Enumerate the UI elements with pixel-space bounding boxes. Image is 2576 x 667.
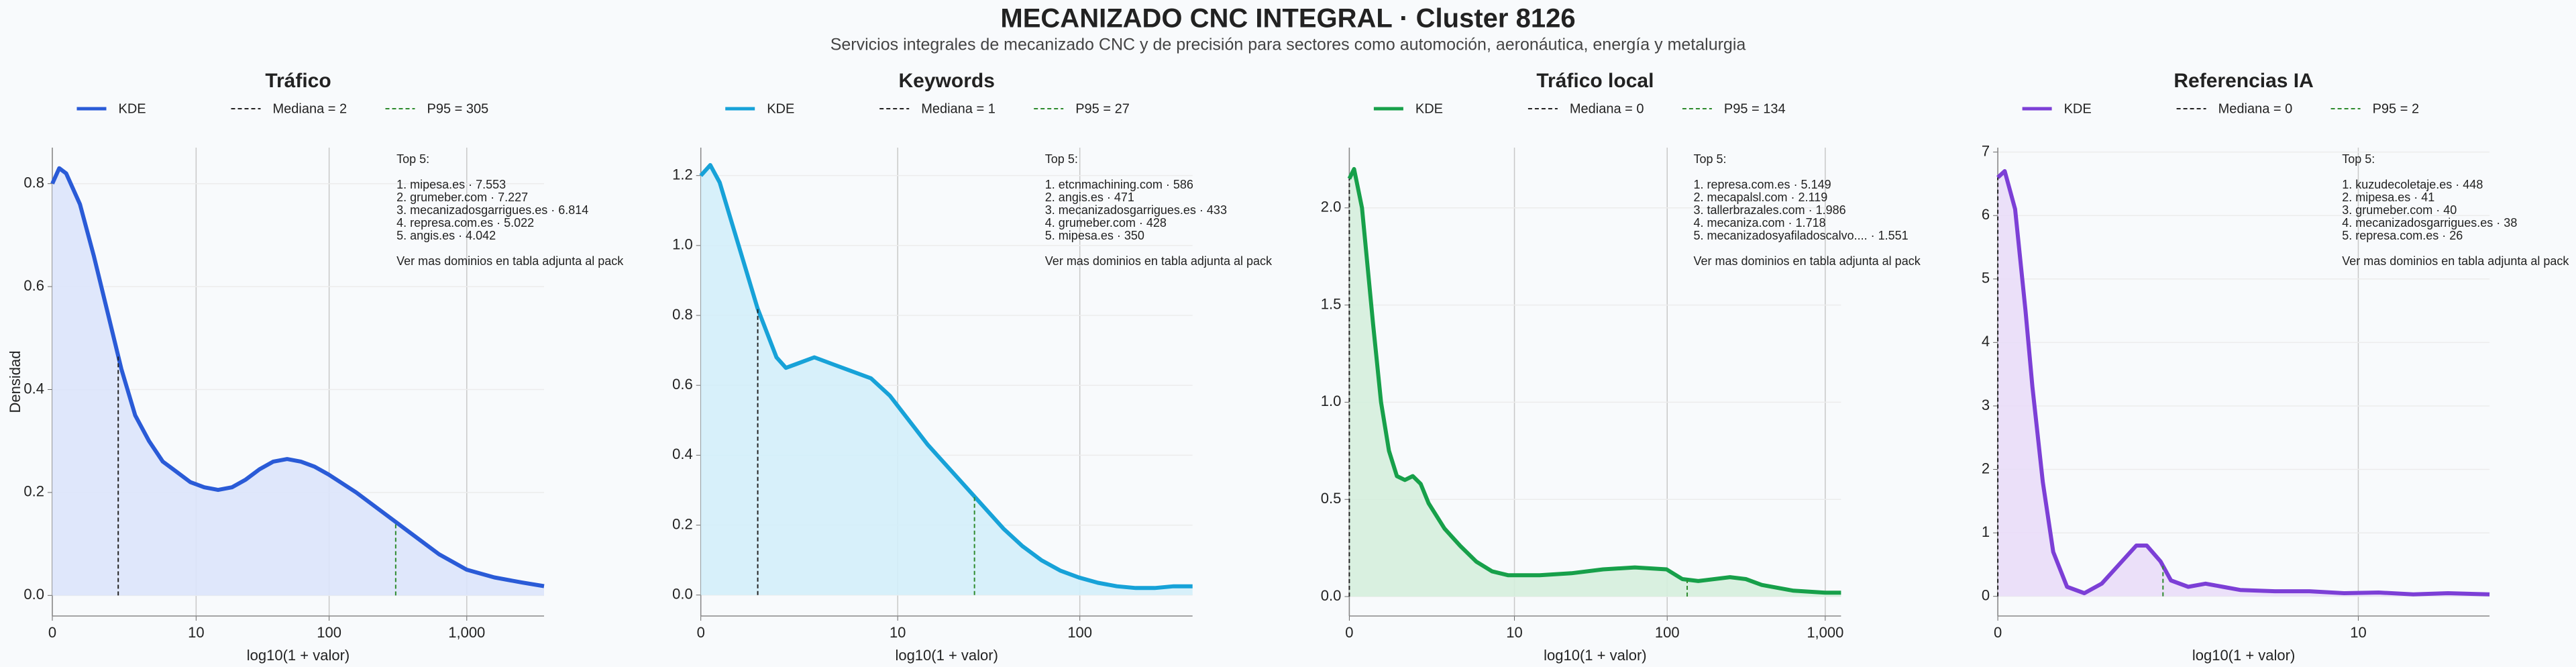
y-tick-label: 0.0 bbox=[672, 586, 693, 603]
y-tick-label: 0.2 bbox=[672, 515, 693, 532]
kde-line bbox=[1347, 166, 1841, 595]
y-tick-label: 0.4 bbox=[23, 380, 44, 397]
annotation-line: Top 5: bbox=[396, 152, 429, 166]
x-tick-label: 100 bbox=[1655, 624, 1680, 641]
y-tick-label: 3 bbox=[1982, 397, 1990, 413]
annotation-line: 3. tallerbrazales.com · 1.986 bbox=[1694, 203, 1846, 217]
y-tick-label: 1.0 bbox=[672, 236, 693, 253]
panel-title: Keywords bbox=[899, 70, 995, 92]
y-tick-label: 0.0 bbox=[1321, 587, 1342, 604]
y-tick-label: 0.6 bbox=[23, 277, 44, 294]
annotation-line: Top 5: bbox=[1045, 152, 1078, 166]
y-axis-label: Densidad bbox=[7, 351, 23, 413]
y-tick-label: 1.2 bbox=[672, 166, 693, 183]
annotation-line: Ver mas dominios en tabla adjunta al pac… bbox=[1045, 254, 1273, 268]
annotation-line: 3. mecanizadosgarrigues.es · 433 bbox=[1045, 203, 1227, 217]
x-tick-label: 10 bbox=[188, 624, 204, 641]
legend-label: Mediana = 0 bbox=[1570, 101, 1644, 116]
y-tick-label: 0.8 bbox=[23, 174, 44, 191]
x-axis-label: log10(1 + valor) bbox=[247, 647, 350, 664]
legend-label: KDE bbox=[2064, 101, 2092, 116]
panel-title: Tráfico bbox=[265, 70, 331, 92]
y-tick-label: 4 bbox=[1982, 333, 1990, 350]
y-tick-label: 7 bbox=[1982, 142, 1990, 159]
page-title: MECANIZADO CNC INTEGRAL · Cluster 8126 bbox=[1000, 4, 1575, 34]
x-tick-label: 10 bbox=[890, 624, 906, 641]
kde-line bbox=[1996, 169, 2490, 597]
y-tick-label: 5 bbox=[1982, 270, 1990, 287]
legend-label: P95 = 2 bbox=[2373, 101, 2420, 116]
annotation-line: 3. mecanizadosgarrigues.es · 6.814 bbox=[396, 203, 588, 217]
annotation-line: 2. mecapalsl.com · 2.119 bbox=[1694, 191, 1828, 204]
x-tick-label: 100 bbox=[1067, 624, 1092, 641]
y-tick-label: 0.5 bbox=[1321, 490, 1342, 507]
x-tick-label: 0 bbox=[1994, 624, 2002, 641]
y-tick-label: 6 bbox=[1982, 206, 1990, 223]
annotation-line: 1. etcnmachining.com · 586 bbox=[1045, 178, 1193, 191]
legend-label: Mediana = 1 bbox=[921, 101, 996, 116]
annotation-line: 2. grumeber.com · 7.227 bbox=[396, 191, 528, 204]
y-tick-label: 1 bbox=[1982, 523, 1990, 540]
annotation-line: 5. represa.com.es · 26 bbox=[2342, 229, 2463, 242]
annotation-line: 2. angis.es · 471 bbox=[1045, 191, 1134, 204]
y-tick-label: 1.5 bbox=[1321, 295, 1342, 312]
annotation-line: 5. angis.es · 4.042 bbox=[396, 229, 496, 242]
legend-label: P95 = 305 bbox=[427, 101, 489, 116]
annotation-line: Top 5: bbox=[2342, 152, 2375, 166]
x-tick-label: 0 bbox=[48, 624, 56, 641]
y-tick-label: 2 bbox=[1982, 460, 1990, 476]
x-tick-label: 10 bbox=[1506, 624, 1522, 641]
panel-title: Tráfico local bbox=[1536, 70, 1654, 92]
annotation-line: 3. grumeber.com · 40 bbox=[2342, 203, 2457, 217]
x-tick-label: 0 bbox=[697, 624, 705, 641]
x-axis-label: log10(1 + valor) bbox=[895, 647, 998, 664]
annotation-line: 1. represa.com.es · 5.149 bbox=[1694, 178, 1831, 191]
x-tick-label: 1,000 bbox=[1807, 624, 1843, 641]
y-tick-label: 0.2 bbox=[23, 483, 44, 500]
annotation-line: 5. mecanizadosyafiladoscalvo.... · 1.551 bbox=[1694, 229, 1909, 242]
legend-label: KDE bbox=[1415, 101, 1443, 116]
legend-label: P95 = 27 bbox=[1075, 101, 1130, 116]
annotation-line: 4. grumeber.com · 428 bbox=[1045, 216, 1167, 229]
annotation-line: Ver mas dominios en tabla adjunta al pac… bbox=[2342, 254, 2569, 268]
kde-area bbox=[52, 168, 544, 596]
kde-line bbox=[50, 166, 545, 588]
kde-line bbox=[699, 163, 1193, 591]
y-tick-label: 0.8 bbox=[672, 306, 693, 323]
annotation-line: Ver mas dominios en tabla adjunta al pac… bbox=[1694, 254, 1921, 268]
annotation-line: 5. mipesa.es · 350 bbox=[1045, 229, 1144, 242]
legend-label: KDE bbox=[119, 101, 146, 116]
annotation-line: 4. mecanizadosgarrigues.es · 38 bbox=[2342, 216, 2517, 229]
y-tick-label: 0.4 bbox=[672, 446, 693, 462]
panel-title: Referencias IA bbox=[2174, 70, 2313, 92]
y-tick-label: 0.6 bbox=[672, 376, 693, 393]
x-axis-label: log10(1 + valor) bbox=[2192, 647, 2295, 664]
annotation-line: 1. kuzudecoletaje.es · 448 bbox=[2342, 178, 2483, 191]
kde-area bbox=[1349, 168, 1841, 597]
annotation-line: 4. mecaniza.com · 1.718 bbox=[1694, 216, 1826, 229]
legend-label: Mediana = 0 bbox=[2218, 101, 2293, 116]
annotation-line: 4. represa.com.es · 5.022 bbox=[396, 216, 534, 229]
x-axis-label: log10(1 + valor) bbox=[1544, 647, 1646, 664]
y-tick-label: 0.0 bbox=[23, 586, 44, 603]
x-tick-label: 0 bbox=[1345, 624, 1353, 641]
annotation-line: Top 5: bbox=[1694, 152, 1727, 166]
annotation-line: Ver mas dominios en tabla adjunta al pac… bbox=[396, 254, 624, 268]
legend-label: P95 = 134 bbox=[1724, 101, 1786, 116]
y-tick-label: 2.0 bbox=[1321, 199, 1342, 215]
y-tick-label: 0 bbox=[1982, 586, 1990, 603]
legend-label: KDE bbox=[767, 101, 794, 116]
annotation-line: 1. mipesa.es · 7.553 bbox=[396, 178, 506, 191]
legend-label: Mediana = 2 bbox=[273, 101, 347, 116]
x-tick-label: 1,000 bbox=[448, 624, 485, 641]
page-subtitle: Servicios integrales de mecanizado CNC y… bbox=[830, 36, 1746, 54]
kde-area bbox=[1998, 171, 2490, 597]
y-tick-label: 1.0 bbox=[1321, 393, 1342, 409]
x-tick-label: 100 bbox=[317, 624, 341, 641]
x-tick-label: 10 bbox=[2350, 624, 2366, 641]
annotation-line: 2. mipesa.es · 41 bbox=[2342, 191, 2434, 204]
kde-area bbox=[700, 165, 1193, 595]
